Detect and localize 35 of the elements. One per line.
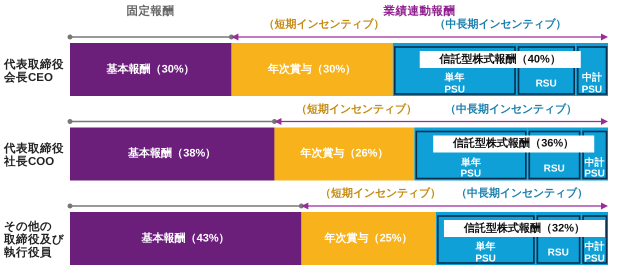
data-label: 中計PSU — [583, 242, 606, 264]
annotation: （短期インセンティブ） — [264, 18, 385, 32]
data-label: RSU — [546, 247, 570, 259]
annotation: 信託型株式報酬（36%） — [453, 138, 574, 150]
data-label: RSU — [542, 162, 566, 174]
data-label: 年次賞与（25%） — [324, 232, 413, 245]
text: 業績連動報酬 — [384, 5, 456, 18]
annotation: （中長期インセンティブ） — [456, 188, 588, 200]
annotation: （短期インセンティブ） — [296, 103, 417, 116]
bar — [231, 43, 393, 96]
data-label: 中計PSU — [583, 157, 606, 180]
text: 固定報酬 — [126, 5, 175, 19]
data-label: 年次賞与（30%） — [268, 63, 356, 76]
bar — [70, 212, 302, 265]
annotation: （中長期インセンティブ） — [445, 103, 578, 116]
data-label: 単年PSU — [460, 157, 482, 180]
data-label: 基本報酬（38%） — [128, 148, 216, 160]
bar — [70, 43, 232, 96]
bar — [274, 128, 414, 180]
data-label: 年次賞与（26%） — [300, 148, 388, 160]
data-label: 単年PSU — [443, 72, 466, 96]
data-label: 基本報酬（30%） — [106, 63, 195, 76]
y-tick-label: 代表取締役会長CEO — [4, 58, 65, 85]
data-label: RSU — [534, 78, 558, 90]
bar — [301, 212, 436, 265]
annotation: 信託型株式報酬（32%） — [464, 222, 585, 235]
y-tick-label: その他の取締役及び執行役員 — [4, 220, 65, 260]
bar — [70, 128, 274, 180]
data-label: 基本報酬（43%） — [142, 232, 230, 245]
annotation: （中長期インセンティブ） — [434, 18, 566, 32]
annotation: 信託型株式報酬（40%） — [440, 53, 561, 66]
y-tick-label: 代表取締役社長COO — [4, 142, 65, 170]
data-label: 単年PSU — [474, 242, 497, 264]
annotation: （短期インセンティブ） — [320, 188, 442, 200]
data-label: 中計PSU — [580, 72, 604, 96]
